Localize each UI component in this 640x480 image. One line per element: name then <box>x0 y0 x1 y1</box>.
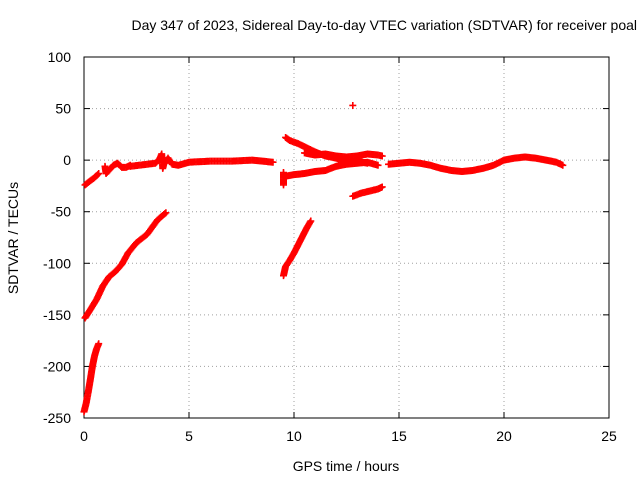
y-tick-label: -100 <box>43 255 71 271</box>
plot-frame <box>83 56 610 419</box>
data-point <box>95 340 103 348</box>
x-axis-label: GPS time / hours <box>293 458 400 474</box>
y-tick-label: -50 <box>51 204 71 220</box>
data-point <box>162 209 170 217</box>
chart-title: Day 347 of 2023, Sidereal Day-to-day VTE… <box>131 17 637 33</box>
y-axis-label: SDTVAR / TECUs <box>5 182 21 294</box>
data-point <box>378 183 386 191</box>
data-point <box>307 217 315 225</box>
data-point <box>374 161 382 169</box>
x-tick-label: 0 <box>80 428 88 444</box>
data-point <box>161 210 169 218</box>
x-tick-label: 5 <box>185 428 193 444</box>
data-point <box>269 158 277 166</box>
axes: 100 50 0 -50 -100 -150 -200 -250 0 5 10 15 20 25 <box>43 49 617 444</box>
data-points <box>80 101 567 416</box>
x-tick-label: 10 <box>286 428 302 444</box>
y-tick-label: -150 <box>43 307 71 323</box>
grid <box>84 57 609 418</box>
y-tick-label: 100 <box>48 49 72 65</box>
x-tick-label: 20 <box>496 428 512 444</box>
x-tick-label: 25 <box>601 428 617 444</box>
data-point <box>559 161 567 169</box>
y-tick-label: -200 <box>43 358 71 374</box>
data-point <box>94 171 102 179</box>
data-point <box>95 170 103 178</box>
data-point <box>378 152 386 160</box>
x-tick-label: 15 <box>391 428 407 444</box>
data-point <box>349 101 357 109</box>
data-point <box>280 181 287 189</box>
y-tick-label: 50 <box>55 101 71 117</box>
y-tick-label: -250 <box>43 410 71 426</box>
y-tick-label: 0 <box>63 152 71 168</box>
